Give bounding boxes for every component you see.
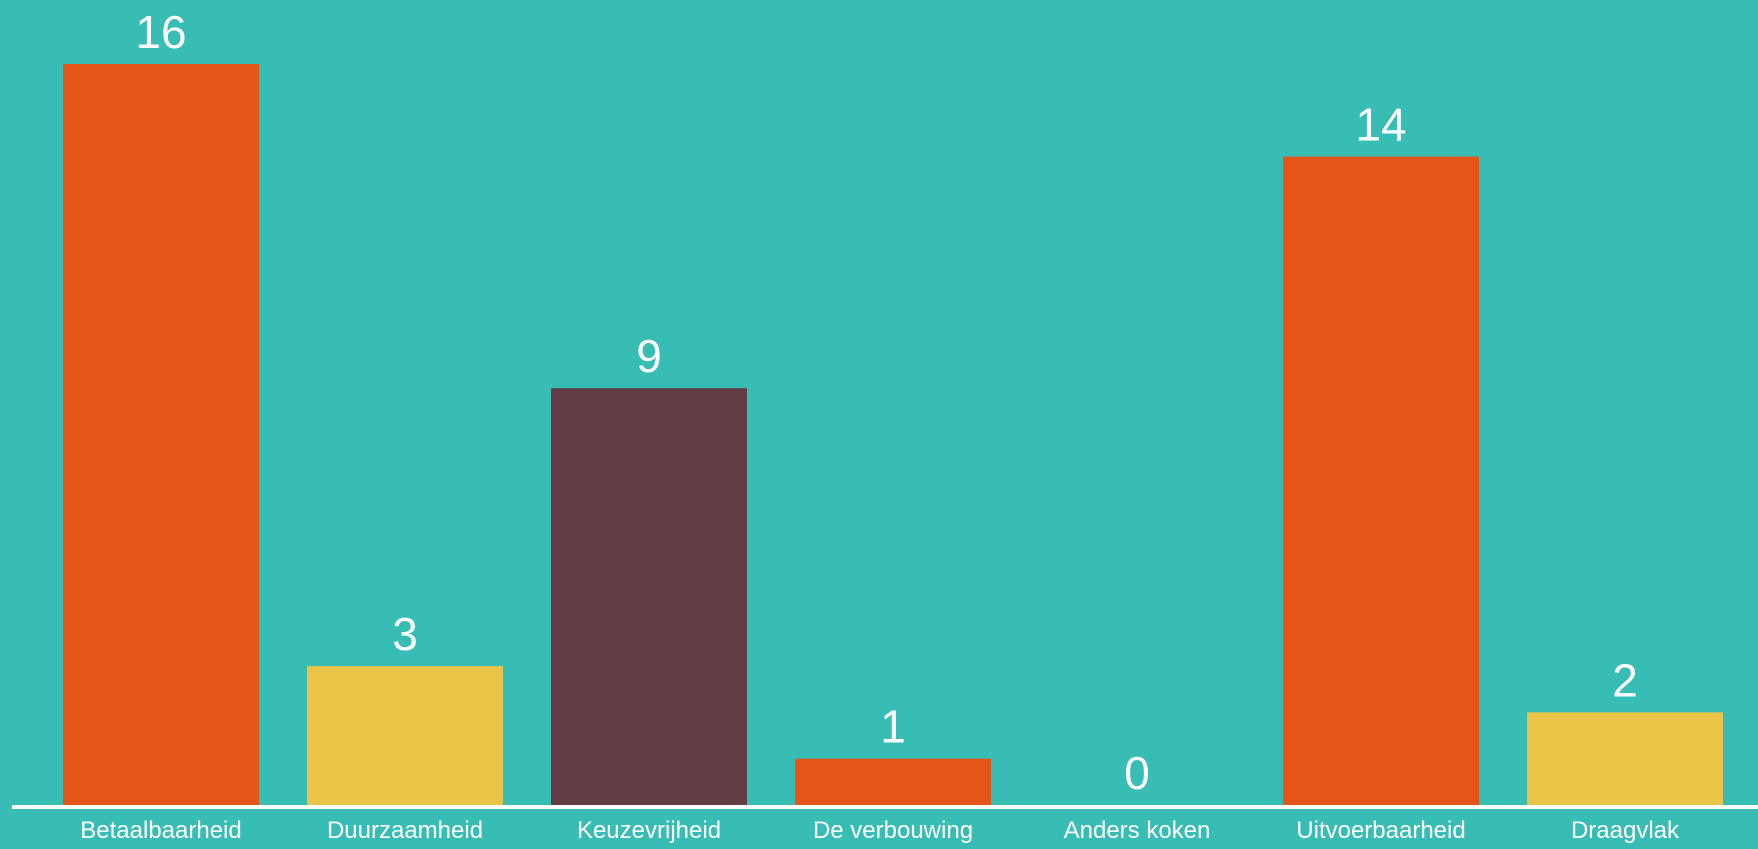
- bars-group: [63, 64, 1723, 806]
- bar-value-label: 16: [135, 6, 186, 58]
- bar: [1527, 712, 1723, 805]
- bar: [551, 388, 747, 805]
- bar-value-label: 2: [1612, 654, 1638, 706]
- bar: [63, 64, 259, 805]
- bar: [307, 666, 503, 805]
- bar-value-label: 0: [1124, 747, 1150, 799]
- bar-value-label: 14: [1355, 99, 1406, 151]
- bar-value-label: 3: [392, 608, 418, 660]
- category-label: Betaalbaarheid: [80, 817, 241, 844]
- bar: [1283, 156, 1479, 806]
- category-label: Draagvlak: [1571, 817, 1680, 844]
- category-label: Duurzaamheid: [327, 817, 483, 844]
- bar-value-label: 1: [880, 701, 906, 753]
- category-label: Uitvoerbaarheid: [1296, 817, 1465, 844]
- category-label: Keuzevrijheid: [577, 817, 721, 844]
- bar: [795, 758, 991, 805]
- category-labels-group: Betaalbaarheid Duurzaamheid Keuzevrijheid D…: [80, 817, 1680, 844]
- category-label: De verbouwing: [813, 817, 973, 844]
- bar-value-label: 9: [636, 330, 662, 382]
- value-labels-group: 16 3 9 1 0 14 2: [135, 6, 1637, 799]
- category-label: Anders koken: [1064, 817, 1211, 844]
